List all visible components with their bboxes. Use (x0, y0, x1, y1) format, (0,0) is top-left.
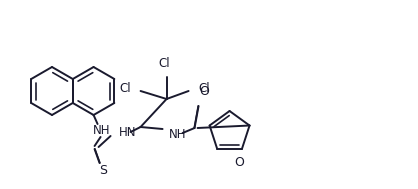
Text: O: O (200, 85, 209, 98)
Text: NH: NH (168, 129, 186, 142)
Text: O: O (234, 156, 244, 169)
Text: NH: NH (93, 123, 110, 136)
Text: S: S (99, 163, 107, 177)
Text: Cl: Cl (159, 57, 171, 70)
Text: Cl: Cl (119, 83, 130, 95)
Text: HN: HN (119, 126, 136, 139)
Text: Cl: Cl (199, 83, 210, 95)
